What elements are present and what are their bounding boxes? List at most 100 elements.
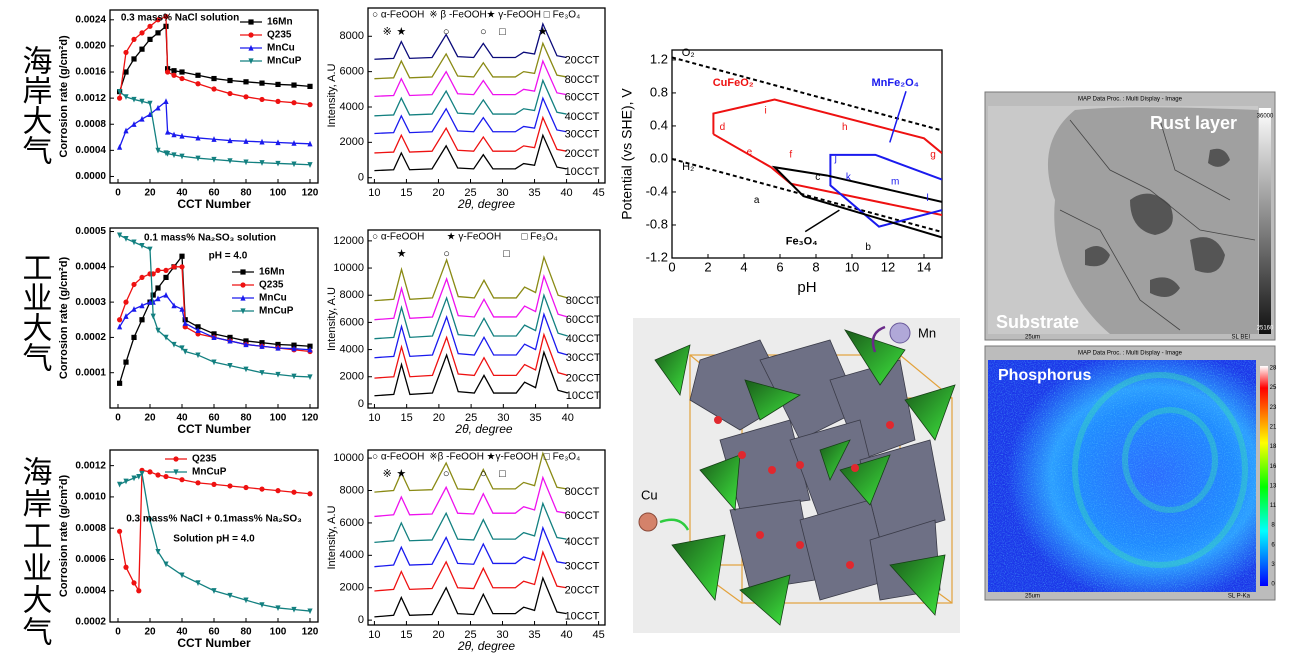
data-point xyxy=(123,49,129,56)
data-point xyxy=(150,271,156,277)
data-point xyxy=(117,95,123,101)
peak-marker: ★ xyxy=(396,468,406,480)
annotation: f xyxy=(789,149,792,160)
data-point xyxy=(155,472,161,478)
y-tick-label: 0.0004 xyxy=(75,145,106,156)
series-line xyxy=(771,165,942,239)
y-tick-label: 0.0001 xyxy=(75,367,106,378)
chart: 0 20 40 60 80 100 120 0.0002 0.0004 0.0006 0.0008 0… xyxy=(58,449,319,650)
y-tick-label: 0.0010 xyxy=(75,492,106,503)
data-point xyxy=(211,359,217,366)
footer-label: SL P-Ka xyxy=(1228,594,1251,600)
y-tick-label: -1.2 xyxy=(646,249,668,264)
phase-legend: ※ β -FeOOH xyxy=(429,10,486,21)
colorbar xyxy=(1260,366,1268,586)
y-tick-label: 10000 xyxy=(333,452,364,464)
data-point xyxy=(155,30,161,36)
data-point xyxy=(195,324,201,330)
peak-marker: ○ xyxy=(443,26,450,38)
x-tick-label: 10 xyxy=(368,412,380,424)
data-point xyxy=(117,323,123,330)
chart: 10 15 20 25 30 35 40 45 0 2000 4000 6000 8000 2θ, deg… xyxy=(326,7,606,211)
cracks xyxy=(1059,119,1256,331)
colorbar-tick: 25 xyxy=(1270,385,1277,391)
x-tick-label: 10 xyxy=(845,259,859,274)
series-label: 30CCT xyxy=(565,560,600,572)
data-point xyxy=(131,56,137,62)
data-point xyxy=(179,75,185,82)
data-point xyxy=(243,341,249,348)
legend-label: MnCuP xyxy=(259,306,294,317)
data-point xyxy=(307,162,313,168)
series-line xyxy=(374,501,567,544)
peak-marker: ○ xyxy=(443,468,450,480)
legend-label: MnCu xyxy=(267,43,295,54)
data-point xyxy=(182,320,188,326)
x-tick-label: 15 xyxy=(400,629,412,641)
series-line xyxy=(374,59,567,98)
data-point xyxy=(163,13,169,20)
x-axis-label: CCT Number xyxy=(177,197,251,211)
x-tick-label: 12 xyxy=(881,259,895,274)
x-axis-label: CCT Number xyxy=(177,422,251,436)
data-point xyxy=(147,246,153,253)
data-point xyxy=(195,134,201,141)
x-tick-label: 100 xyxy=(270,413,287,424)
x-tick-label: 20 xyxy=(144,627,156,638)
colorbar xyxy=(1259,108,1271,334)
annotation: Fe₃O₄ xyxy=(786,235,818,247)
data-point xyxy=(195,72,201,78)
data-point xyxy=(291,100,297,106)
series-label: 60CCT xyxy=(565,510,600,522)
annotation: O₂ xyxy=(682,47,695,59)
micrograph-header: MAP Data Proc. : Multi Display - Image xyxy=(1078,97,1183,103)
annotation: Solution pH = 4.0 xyxy=(173,534,255,545)
data-point xyxy=(136,588,142,594)
y-tick-label: 0.0012 xyxy=(75,93,106,104)
x-tick-label: 14 xyxy=(917,259,931,274)
colorbar-tick: 18 xyxy=(1270,444,1277,450)
micrograph-noise xyxy=(988,360,1256,592)
peak-marker: ○ xyxy=(480,468,487,480)
phase-legend: ※β -FeOOH xyxy=(429,452,484,463)
data-point xyxy=(155,17,161,23)
data-point xyxy=(291,342,297,348)
legend-label: MnCuP xyxy=(267,56,302,67)
data-point xyxy=(243,79,249,85)
series-line xyxy=(374,133,567,172)
y-tick-label: 0 xyxy=(358,614,364,626)
data-point xyxy=(155,104,161,111)
x-tick-label: 80 xyxy=(240,627,252,638)
plot-frame xyxy=(671,49,943,259)
x-tick-label: 4 xyxy=(740,259,747,274)
data-point xyxy=(275,98,281,104)
phase-legend: ★ γ-FeOOH xyxy=(487,10,542,21)
series-label: 30CCT xyxy=(566,352,601,364)
x-tick-label: 2 xyxy=(704,259,711,274)
x-tick-label: 40 xyxy=(560,187,572,199)
legend-marker xyxy=(240,294,246,301)
region-label: Substrate xyxy=(996,312,1079,332)
annotation: MnFe₂O₄ xyxy=(871,77,918,89)
series-line xyxy=(712,133,942,217)
data-point xyxy=(275,488,281,494)
data-point xyxy=(275,605,281,612)
x-tick-label: 20 xyxy=(144,413,156,424)
plot-frame xyxy=(367,449,606,626)
data-point xyxy=(117,232,123,239)
data-point xyxy=(243,159,249,166)
data-point xyxy=(171,131,177,138)
data-point xyxy=(131,334,137,341)
data-point xyxy=(275,139,281,146)
x-tick-label: 60 xyxy=(208,188,220,199)
series-label: 20CCT xyxy=(565,148,600,160)
data-point xyxy=(227,337,233,344)
data-point xyxy=(291,82,297,88)
data-point xyxy=(195,480,201,486)
y-axis-label: Intensity, A.U xyxy=(326,505,338,569)
data-point xyxy=(291,140,297,146)
series-label: 40CCT xyxy=(565,111,600,123)
x-axis-label: 2θ, degree xyxy=(457,639,516,653)
peak-marker: □ xyxy=(503,248,510,260)
data-point xyxy=(275,341,281,348)
